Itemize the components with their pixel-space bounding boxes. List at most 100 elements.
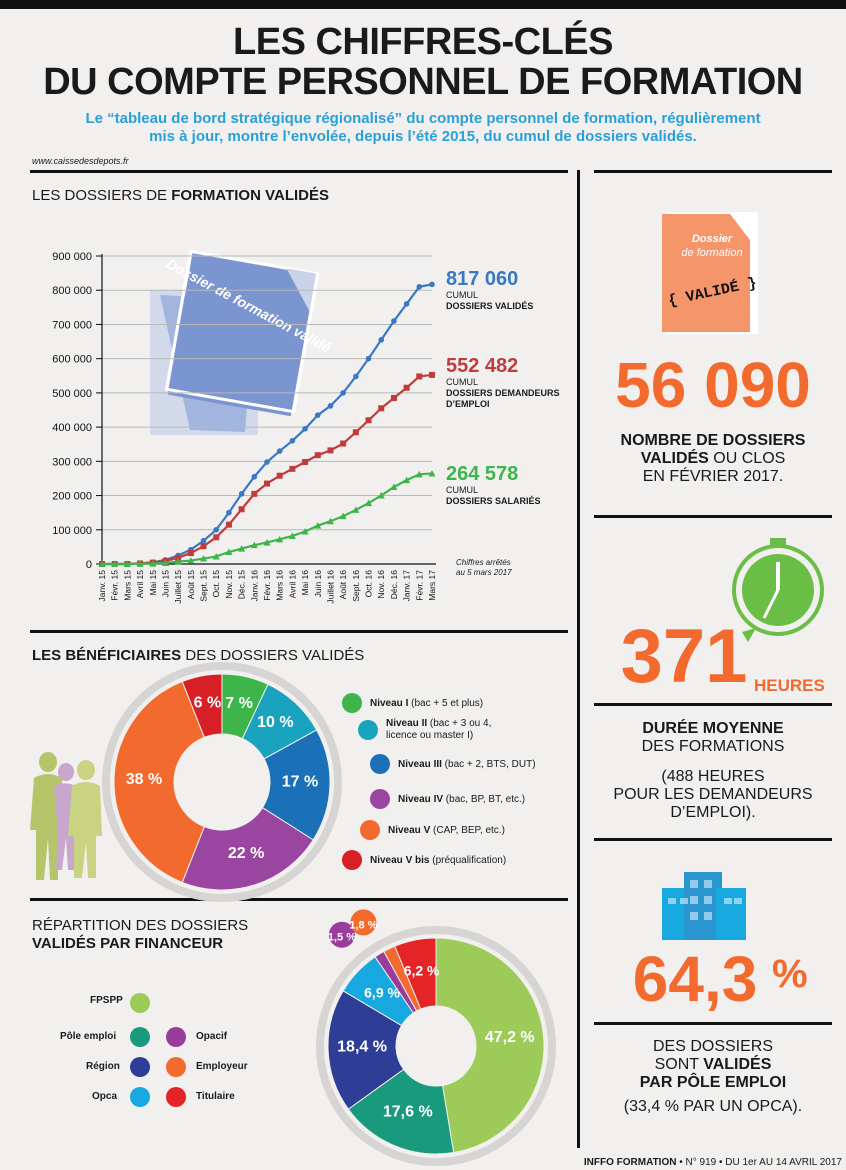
series-label-jobseekers-value: 552 482 (446, 355, 519, 377)
data-point (238, 545, 246, 552)
footer-rest: • N° 919 • DU 1er AU 14 AVRIL 2017 (676, 1157, 842, 1168)
stat1-value: 56 090 (615, 349, 811, 421)
chart-note: Chiffres arrêtés au 5 mars 2017 (456, 558, 512, 578)
donut2-labels: 47,2 % 17,6 % 18,4 % 6,9 % 1,5 %1,8 % 6,2 % (328, 909, 535, 1120)
series-label-employees-value: 264 578 (446, 463, 519, 485)
stat2-line-5: D’EMPLOI). (670, 804, 756, 821)
legend-niveau-5-bold: Niveau V (388, 824, 431, 836)
donut-slice (113, 680, 205, 884)
donut-slice (347, 1068, 455, 1155)
legend-titulaire: Titulaire (196, 1091, 235, 1102)
rule-mid-left (30, 630, 568, 633)
source-url[interactable]: www.caissedesdepots.fr (32, 156, 129, 166)
legend-niveau-4-rest: (bac, BP, BT, etc.) (443, 793, 526, 805)
data-point (264, 459, 270, 465)
data-point (314, 522, 322, 529)
donut-slice (181, 673, 223, 739)
line-chart-x-ticks: Janv. 15 Févr. 15 Mars 15 Avril 15 Mai 15 Jui… (97, 570, 437, 604)
data-point (161, 559, 169, 566)
series-line (102, 373, 433, 566)
data-point (99, 561, 105, 567)
data-point (302, 459, 309, 466)
donut-slice (374, 950, 418, 1014)
donut-slice (435, 937, 545, 1154)
data-point (149, 559, 156, 566)
footer-brand: INFFO FORMATION (583, 1157, 677, 1168)
stat3-line-1: DES DOSSIERS (652, 1038, 774, 1055)
x-tick-label: Nov. 15 (224, 570, 234, 599)
section1-title-plain: LES DOSSIERS DE (32, 187, 172, 204)
stat2-text: DURÉE MOYENNE DES FORMATIONS (488 HEURES… (594, 720, 832, 822)
slice-label: 22 % (228, 845, 264, 862)
donut2-halo (316, 926, 556, 1166)
donut-slice (383, 945, 422, 1012)
slice-label: 17 % (282, 773, 318, 790)
legend-niveau-1: Niveau I (bac + 5 et plus) (342, 692, 483, 714)
data-point (111, 561, 118, 567)
data-point (365, 417, 372, 424)
data-point (149, 559, 156, 566)
stat2-line-3: (488 HEURES (661, 768, 765, 785)
legend-dot-opca (130, 1087, 150, 1107)
data-point (174, 558, 182, 565)
section2-title-bold: LES BÉNÉFICIAIRES (32, 647, 182, 664)
x-tick-label: Déc. 16 (389, 570, 399, 600)
stat1-line-2-bold: VALIDÉS (640, 450, 709, 467)
data-point (137, 560, 143, 567)
stat2-line-4: POUR LES DEMANDEURS (613, 786, 813, 803)
stat1-line-2-rest: OU CLOS (708, 450, 786, 467)
data-point (225, 521, 232, 528)
data-point (137, 560, 144, 567)
data-point (403, 301, 410, 307)
legend-niveau-1-rest: (bac + 5 et plus) (408, 697, 484, 709)
donut-slice (241, 683, 318, 760)
folder-validated-icon: Dossier de formation { VALIDÉ } (662, 212, 758, 334)
data-point (124, 561, 131, 567)
x-tick-label: Sept. 16 (351, 570, 361, 602)
data-point (365, 355, 372, 362)
data-point (377, 492, 385, 499)
legend-niveau-2: Niveau II (bac + 3 ou 4, licence ou maste… (358, 718, 491, 742)
series-label-jobseekers-sub1: CUMUL (446, 377, 479, 387)
x-tick-label: Juillet 16 (325, 570, 335, 604)
data-point (378, 405, 385, 412)
donut1-labels: 7 %10 % 17 % 22 % 38 % 6 % (126, 694, 318, 862)
data-point (365, 499, 373, 507)
legend-niveau-4-bold: Niveau IV (398, 793, 444, 805)
data-point (213, 534, 220, 541)
data-point (111, 560, 119, 567)
donut1-slices (113, 673, 331, 891)
data-point (314, 452, 321, 459)
data-point (200, 543, 207, 550)
building-icon (662, 872, 746, 940)
data-point (200, 555, 208, 562)
stat2-line-1: DURÉE MOYENNE (642, 720, 784, 737)
slice-label: 1,8 % (349, 919, 377, 931)
data-point (390, 395, 397, 402)
slice-label: 10 % (257, 714, 293, 731)
donut-slice (327, 990, 405, 1110)
stat2-unit: HEURES (754, 676, 825, 695)
section3-title: RÉPARTITION DES DOSSIERS VALIDÉS PAR FIN… (32, 917, 248, 953)
data-point (251, 473, 258, 480)
data-point (238, 491, 245, 497)
slice-label: 38 % (126, 771, 162, 788)
legend-dot-niveau-4 (370, 789, 390, 809)
legend-niveau-4: Niveau IV (bac, BP, BT, etc.) (370, 789, 525, 809)
legend-niveau-5bis-bold: Niveau V bis (370, 854, 430, 866)
x-tick-label: Sept. 15 (199, 570, 209, 602)
subtitle-line-2: mis à jour, montre l’envolée, depuis l’é… (149, 128, 697, 145)
title-line-2: DU COMPTE PERSONNEL DE FORMATION (43, 61, 803, 103)
donut-slice (221, 673, 269, 740)
series-label-jobseekers: 552 482 CUMUL DOSSIERS DEMANDEURS D’EMPL… (446, 355, 560, 410)
y-tick-label: 500 000 (52, 388, 92, 400)
page-title: LES CHIFFRES-CLÉS DU COMPTE PERSONNEL DE… (0, 22, 846, 102)
rule-right-4 (594, 1022, 832, 1025)
data-point (175, 552, 181, 559)
folder-text: Dossier de formation validé (164, 255, 334, 355)
x-tick-label: Janv. 17 (402, 570, 412, 602)
data-point (212, 552, 220, 560)
x-tick-label: Juillet 15 (173, 570, 183, 604)
line-chart-series (98, 281, 436, 567)
stat3-line-2-plain: SONT (654, 1056, 704, 1073)
